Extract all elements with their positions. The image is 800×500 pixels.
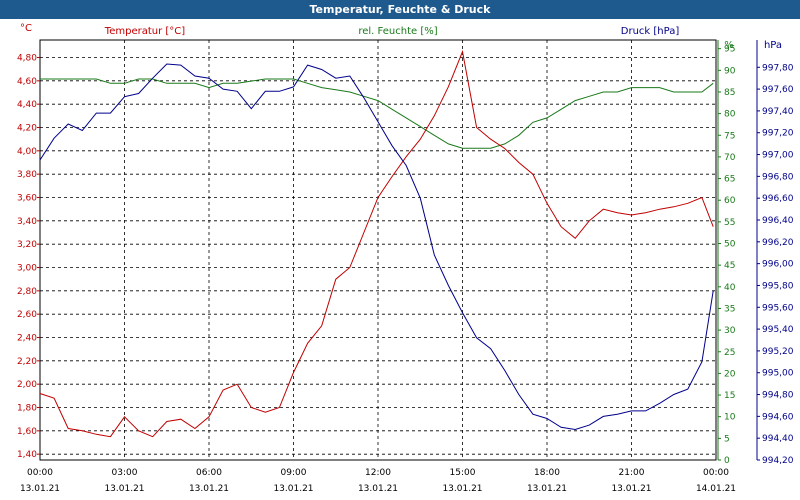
pressure-tick-label: 994,20: [762, 456, 794, 466]
temperature-tick-label: 3,40: [17, 217, 37, 227]
pressure-tick-label: 996,20: [762, 238, 794, 248]
pressure-tick-label: 997,00: [762, 151, 794, 161]
temperature-series-line: [39, 49, 714, 438]
date-tick-label: 14.01.21: [696, 484, 736, 494]
time-tick-label: 12:00: [365, 468, 391, 478]
date-tick-label: 13.01.21: [611, 484, 651, 494]
humidity-tick-label: 15: [724, 391, 735, 401]
temperature-tick-label: 4,00: [17, 147, 37, 157]
date-tick-label: 13.01.21: [358, 484, 398, 494]
temperature-tick-label: 1,80: [17, 404, 37, 414]
time-tick-label: 03:00: [112, 468, 138, 478]
pressure-tick-label: 996,60: [762, 194, 794, 204]
time-axis: 00:00 13.01.21 03:00 13.01.21 06:00 13.01.21 0…: [20, 468, 736, 494]
humidity-tick-label: 50: [724, 240, 736, 250]
pressure-tick-label: 994,60: [762, 412, 794, 422]
humidity-tick-label: 20: [724, 369, 736, 379]
humidity-tick-label: 70: [724, 153, 736, 163]
date-tick-label: 13.01.21: [442, 484, 482, 494]
temperature-tick-label: 4,40: [17, 100, 37, 110]
temperature-tick-label: 4,80: [17, 54, 37, 64]
pressure-tick-label: 995,00: [762, 369, 794, 379]
temperature-tick-label: 3,80: [17, 170, 37, 180]
pressure-tick-label: 996,40: [762, 216, 794, 226]
time-tick-label: 09:00: [281, 468, 307, 478]
time-tick-label: 00:00: [703, 468, 729, 478]
pressure-unit: hPa: [764, 40, 782, 51]
pressure-tick-label: 995,60: [762, 303, 794, 313]
pressure-tick-label: 994,40: [762, 434, 794, 444]
temperature-tick-label: 2,20: [17, 357, 37, 367]
humidity-tick-label: 35: [724, 304, 735, 314]
temperature-tick-label: 2,40: [17, 334, 37, 344]
grid: [40, 40, 716, 460]
time-tick-label: 06:00: [196, 468, 222, 478]
humidity-tick-label: 25: [724, 348, 735, 358]
humidity-tick-label: 40: [724, 283, 736, 293]
temperature-unit: °C: [20, 23, 32, 34]
humidity-tick-label: 90: [724, 66, 736, 76]
humidity-tick-label: 95: [724, 45, 735, 55]
time-tick-label: 18:00: [534, 468, 560, 478]
humidity-tick-label: 30: [724, 326, 736, 336]
temperature-tick-label: 3,00: [17, 264, 37, 274]
humidity-tick-label: 85: [724, 88, 735, 98]
date-tick-label: 13.01.21: [20, 484, 60, 494]
temperature-tick-label: 1,60: [17, 427, 37, 437]
humidity-tick-label: 10: [724, 413, 736, 423]
pressure-series-line: [39, 63, 714, 431]
pressure-tick-label: 996,80: [762, 172, 794, 182]
window-title: Temperatur, Feuchte & Druck: [0, 0, 800, 19]
humidity-tick-label: 60: [724, 196, 736, 206]
date-tick-label: 13.01.21: [104, 484, 144, 494]
temperature-tick-label: 4,20: [17, 124, 37, 134]
pressure-tick-label: 997,80: [762, 63, 794, 73]
humidity-tick-label: 65: [724, 175, 735, 185]
pressure-axis: 997,80 997,60 997,40 997,20 997,00 996,80 996,…: [756, 40, 794, 466]
plot-frame: [39, 39, 717, 461]
pressure-tick-label: 995,80: [762, 281, 794, 291]
humidity-tick-label: 55: [724, 218, 735, 228]
date-tick-label: 13.01.21: [189, 484, 229, 494]
pressure-legend: Druck [hPa]: [621, 26, 680, 37]
temperature-axis: 4,80 4,60 4,40 4,20 4,00 3,80 3,60 3,40 3,20 3,00…: [17, 54, 40, 460]
humidity-legend: rel. Feuchte [%]: [358, 26, 437, 37]
temperature-tick-label: 4,60: [17, 77, 37, 87]
pressure-tick-label: 995,40: [762, 325, 794, 335]
temperature-tick-label: 2,00: [17, 380, 37, 390]
time-tick-label: 00:00: [27, 468, 53, 478]
pressure-tick-label: 997,20: [762, 129, 794, 139]
pressure-tick-label: 997,40: [762, 107, 794, 117]
date-tick-label: 13.01.21: [527, 484, 567, 494]
time-tick-label: 15:00: [450, 468, 476, 478]
temperature-tick-label: 3,60: [17, 194, 37, 204]
pressure-tick-label: 995,20: [762, 347, 794, 357]
temperature-tick-label: 2,80: [17, 287, 37, 297]
humidity-unit: %: [724, 40, 734, 51]
temperature-tick-label: 3,20: [17, 240, 37, 250]
pressure-tick-label: 994,80: [762, 391, 794, 401]
date-tick-label: 13.01.21: [273, 484, 313, 494]
temperature-legend: Temperatur [°C]: [104, 26, 185, 37]
humidity-tick-label: 5: [724, 434, 730, 444]
pressure-tick-label: 996,00: [762, 260, 794, 270]
temperature-tick-label: 1,40: [17, 450, 37, 460]
humidity-tick-label: 0: [724, 456, 730, 466]
time-tick-label: 21:00: [619, 468, 645, 478]
chart: °C Temperatur [°C] rel. Feuchte [%] Druc…: [17, 23, 794, 494]
humidity-tick-label: 45: [724, 261, 735, 271]
humidity-tick-label: 75: [724, 131, 735, 141]
pressure-tick-label: 997,60: [762, 85, 794, 95]
humidity-series-line: [40, 78, 714, 149]
temperature-tick-label: 2,60: [17, 310, 37, 320]
humidity-tick-label: 80: [724, 110, 736, 120]
